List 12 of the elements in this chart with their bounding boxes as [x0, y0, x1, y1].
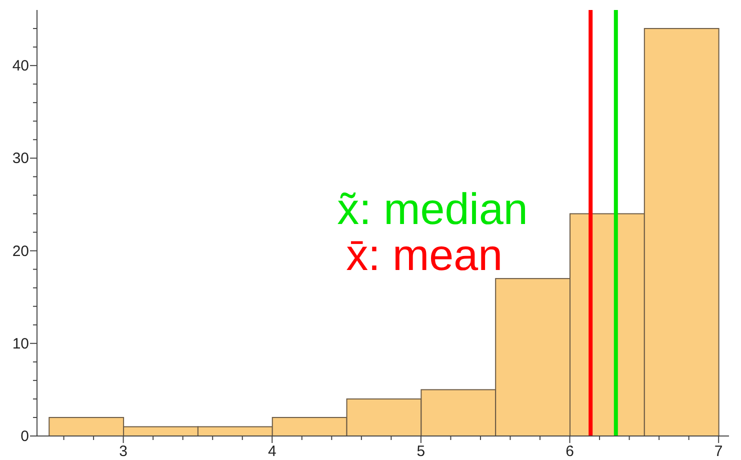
y-tick-label: 10	[12, 335, 29, 352]
x-tick-label: 7	[714, 443, 723, 460]
y-tick-label: 30	[12, 150, 29, 168]
y-tick-label: 20	[12, 242, 29, 260]
ref-line-label: x̄: mean	[346, 231, 503, 280]
y-tick-label: 40	[12, 58, 29, 75]
x-tick-label: 5	[416, 443, 426, 460]
ref-line-label: x̃: median	[337, 185, 528, 234]
x-tick-label: 4	[268, 443, 276, 460]
x-tick-label: 3	[119, 443, 128, 460]
x-tick-label: 6	[566, 443, 574, 460]
y-tick-label: 0	[20, 428, 29, 445]
